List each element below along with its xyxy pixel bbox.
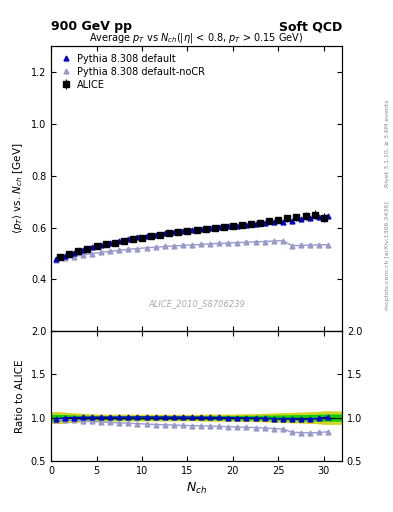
Pythia 8.308 default: [108, 240, 112, 246]
Pythia 8.308 default: [235, 223, 240, 229]
Pythia 8.308 default-noCR: [135, 245, 140, 251]
Pythia 8.308 default: [290, 218, 294, 224]
Pythia 8.308 default-noCR: [62, 255, 67, 262]
Pythia 8.308 default-noCR: [171, 243, 176, 249]
Pythia 8.308 default-noCR: [235, 240, 240, 246]
Legend: Pythia 8.308 default, Pythia 8.308 default-noCR, ALICE: Pythia 8.308 default, Pythia 8.308 defau…: [56, 51, 208, 93]
Pythia 8.308 default-noCR: [281, 238, 285, 244]
Pythia 8.308 default: [199, 226, 204, 232]
Pythia 8.308 default-noCR: [244, 239, 249, 245]
Pythia 8.308 default-noCR: [253, 239, 258, 245]
Pythia 8.308 default-noCR: [308, 242, 312, 248]
Text: Soft QCD: Soft QCD: [279, 20, 342, 33]
Text: Rivet 3.1.10, ≥ 3.6M events: Rivet 3.1.10, ≥ 3.6M events: [385, 100, 389, 187]
Line: Pythia 8.308 default: Pythia 8.308 default: [53, 214, 331, 261]
Pythia 8.308 default-noCR: [290, 243, 294, 249]
Pythia 8.308 default: [126, 236, 131, 242]
Pythia 8.308 default: [253, 221, 258, 227]
Pythia 8.308 default: [81, 247, 85, 253]
Pythia 8.308 default: [226, 223, 231, 229]
Line: Pythia 8.308 default-noCR: Pythia 8.308 default-noCR: [53, 238, 331, 263]
Pythia 8.308 default-noCR: [199, 241, 204, 247]
Pythia 8.308 default: [189, 227, 194, 233]
Pythia 8.308 default: [144, 233, 149, 239]
Pythia 8.308 default-noCR: [180, 242, 185, 248]
Pythia 8.308 default: [171, 229, 176, 235]
Pythia 8.308 default: [135, 234, 140, 241]
Pythia 8.308 default: [326, 214, 331, 220]
Pythia 8.308 default-noCR: [108, 248, 112, 254]
Pythia 8.308 default: [217, 224, 222, 230]
Pythia 8.308 default: [90, 244, 94, 250]
Text: 900 GeV pp: 900 GeV pp: [51, 20, 132, 33]
Pythia 8.308 default-noCR: [99, 249, 103, 255]
Pythia 8.308 default: [281, 219, 285, 225]
Pythia 8.308 default: [53, 255, 58, 262]
Pythia 8.308 default-noCR: [299, 242, 303, 248]
Pythia 8.308 default: [162, 230, 167, 237]
Pythia 8.308 default: [153, 231, 158, 238]
Pythia 8.308 default: [180, 228, 185, 234]
Pythia 8.308 default: [317, 215, 321, 221]
Pythia 8.308 default: [208, 225, 213, 231]
Title: Average $p_T$ vs $N_{ch}$(|$\eta$| < 0.8, $p_T$ > 0.15 GeV): Average $p_T$ vs $N_{ch}$(|$\eta$| < 0.8…: [89, 31, 304, 45]
Pythia 8.308 default-noCR: [53, 257, 58, 263]
Pythia 8.308 default-noCR: [144, 245, 149, 251]
Pythia 8.308 default: [262, 220, 267, 226]
Pythia 8.308 default-noCR: [162, 243, 167, 249]
Pythia 8.308 default: [99, 242, 103, 248]
Pythia 8.308 default-noCR: [72, 253, 76, 260]
Y-axis label: $\langle p_T \rangle$ vs. $N_{ch}$ [GeV]: $\langle p_T \rangle$ vs. $N_{ch}$ [GeV]: [11, 143, 25, 234]
Pythia 8.308 default-noCR: [153, 244, 158, 250]
Text: ALICE_2010_S8706239: ALICE_2010_S8706239: [148, 300, 245, 308]
Pythia 8.308 default-noCR: [272, 238, 276, 244]
Pythia 8.308 default: [244, 222, 249, 228]
Pythia 8.308 default-noCR: [217, 240, 222, 246]
Pythia 8.308 default: [299, 217, 303, 223]
Pythia 8.308 default-noCR: [90, 251, 94, 257]
Pythia 8.308 default: [272, 219, 276, 225]
Pythia 8.308 default-noCR: [126, 246, 131, 252]
Pythia 8.308 default-noCR: [189, 242, 194, 248]
Text: mcplots.cern.ch [arXiv:1306.3436]: mcplots.cern.ch [arXiv:1306.3436]: [385, 202, 389, 310]
Y-axis label: Ratio to ALICE: Ratio to ALICE: [15, 359, 25, 433]
Pythia 8.308 default: [308, 216, 312, 222]
Pythia 8.308 default-noCR: [226, 240, 231, 246]
Pythia 8.308 default: [62, 253, 67, 259]
Pythia 8.308 default: [117, 238, 121, 244]
Pythia 8.308 default-noCR: [317, 242, 321, 248]
Pythia 8.308 default-noCR: [262, 239, 267, 245]
Pythia 8.308 default-noCR: [208, 241, 213, 247]
X-axis label: $N_{ch}$: $N_{ch}$: [186, 481, 207, 496]
Pythia 8.308 default-noCR: [326, 242, 331, 248]
Pythia 8.308 default-noCR: [81, 252, 85, 258]
Pythia 8.308 default-noCR: [117, 247, 121, 253]
Pythia 8.308 default: [72, 249, 76, 255]
